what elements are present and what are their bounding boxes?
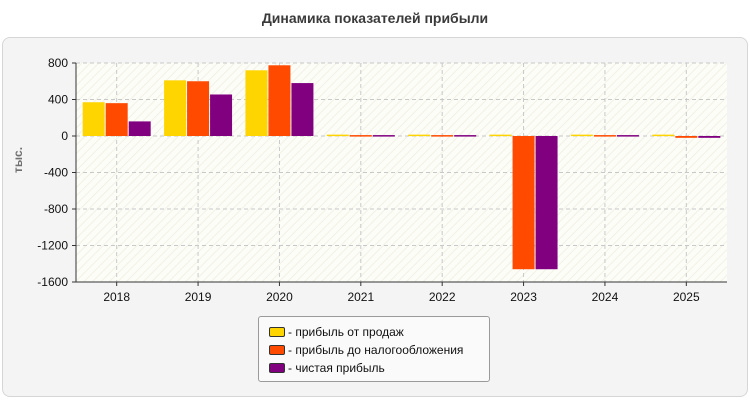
x-tick-label: 2023 <box>510 290 537 304</box>
bar <box>570 134 593 137</box>
bar <box>616 135 639 137</box>
bar <box>698 136 721 138</box>
legend-label: - прибыль от продаж <box>288 325 404 339</box>
bar <box>408 134 431 137</box>
bar <box>431 135 454 137</box>
legend-item: - прибыль от продаж <box>269 323 489 341</box>
legend-swatch <box>269 345 285 355</box>
x-tick-label: 2022 <box>429 290 456 304</box>
y-tick-label: -1200 <box>37 239 68 253</box>
y-tick-label: -400 <box>44 166 68 180</box>
bar <box>652 134 675 137</box>
legend-label: - чистая прибыль <box>288 361 385 375</box>
y-tick-label: 0 <box>61 129 68 143</box>
x-tick-label: 2025 <box>673 290 700 304</box>
bar <box>512 136 535 270</box>
bar <box>268 65 291 136</box>
legend-label: - прибыль до налогообложения <box>288 343 464 357</box>
legend: - прибыль от продаж - прибыль до налогооб… <box>258 316 490 382</box>
legend-item: - чистая прибыль <box>269 359 489 377</box>
bar <box>210 94 233 136</box>
bar <box>82 102 105 136</box>
bar <box>326 134 349 137</box>
y-tick-label: -1600 <box>37 275 68 289</box>
bar <box>105 103 128 136</box>
bar <box>128 121 151 136</box>
chart-title: Динамика показателей прибыли <box>261 10 489 26</box>
legend-swatch <box>269 363 285 373</box>
x-tick-label: 2024 <box>592 290 619 304</box>
x-tick-label: 2018 <box>103 290 130 304</box>
bar <box>535 136 558 270</box>
x-tick-label: 2019 <box>185 290 212 304</box>
y-tick-label: 400 <box>48 93 68 107</box>
bar <box>164 80 187 136</box>
bar <box>187 81 210 136</box>
x-tick-label: 2020 <box>266 290 293 304</box>
bar <box>489 134 512 137</box>
bar <box>372 135 395 137</box>
bars <box>82 65 721 270</box>
y-tick-label: -800 <box>44 202 68 216</box>
y-tick-labels: 800 400 0 -400 -800 -1200 -1600 <box>37 56 68 289</box>
y-axis-label: тыс. <box>11 147 25 173</box>
bar <box>593 135 616 137</box>
axes <box>75 63 727 283</box>
x-tick-labels: 2018 2019 2020 2021 2022 2023 2024 2025 <box>103 290 700 304</box>
bar <box>349 135 372 137</box>
x-tick-label: 2021 <box>347 290 374 304</box>
bar <box>454 135 477 137</box>
y-tick-label: 800 <box>48 56 68 70</box>
bar <box>245 70 268 136</box>
bar <box>291 83 314 136</box>
legend-swatch <box>269 327 285 337</box>
bar <box>675 136 698 138</box>
legend-item: - прибыль до налогообложения <box>269 341 489 359</box>
